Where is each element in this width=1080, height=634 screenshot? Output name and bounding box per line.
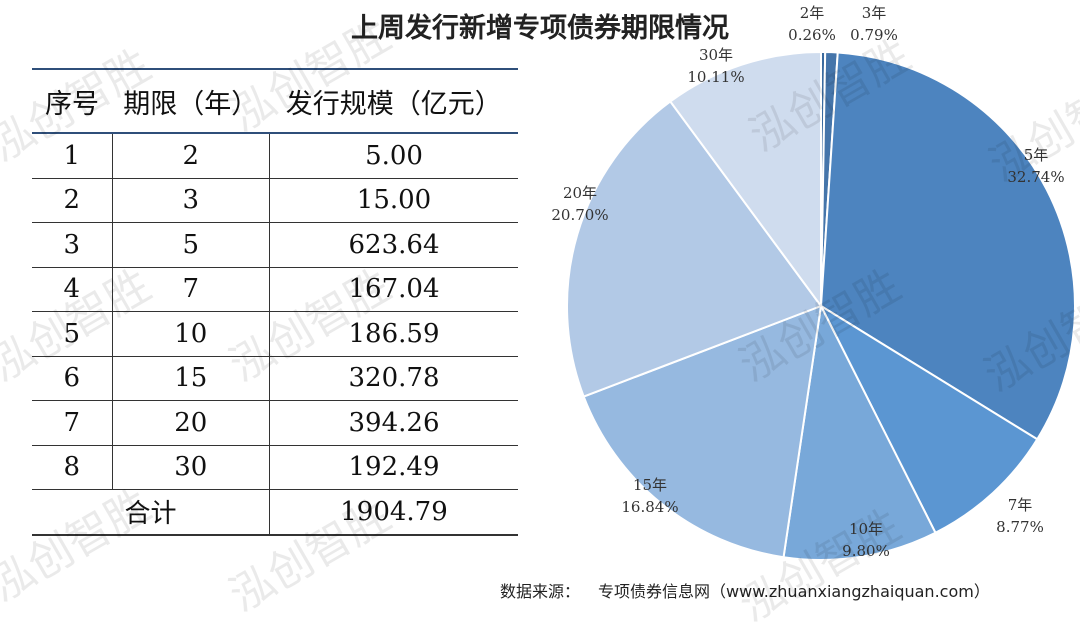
cell-amount: 167.04 xyxy=(269,267,518,312)
slice-percent-label: 20.70% xyxy=(551,206,608,224)
cell-term: 3 xyxy=(111,178,271,223)
cell-amount: 186.59 xyxy=(269,311,518,357)
cell-index: 4 xyxy=(32,267,113,312)
header-term: 期限（年） xyxy=(112,70,270,134)
header-amount: 发行规模（亿元） xyxy=(269,70,518,134)
pie-slice xyxy=(668,50,822,310)
pie-slice xyxy=(565,100,823,398)
cell-index: 5 xyxy=(32,311,113,357)
total-value: 1904.79 xyxy=(269,489,518,536)
pie-slice xyxy=(818,303,1039,535)
slice-percent-label: 16.84% xyxy=(621,498,678,516)
total-label: 合计 xyxy=(32,489,271,536)
source-text: 专项债券信息网（www.zhuanxiangzhaiquan.com） xyxy=(598,582,990,601)
slice-label: 30年 xyxy=(699,46,733,64)
slice-percent-label: 0.26% xyxy=(788,26,836,44)
table-row: 3 5 623.64 xyxy=(32,222,518,268)
term-pie-chart: 2年 0.26% 3年 0.79% 5年 32.74% 7年 8.77% 10年 9.80% 15年… xyxy=(551,4,1076,561)
slice-percent-label: 0.79% xyxy=(850,26,898,44)
issuance-table: 序号 期限（年） 发行规模（亿元） 1 2 5.00 2 3 15.00 3 5… xyxy=(32,68,518,536)
table-row: 7 20 394.26 xyxy=(32,400,518,446)
header-index: 序号 xyxy=(32,70,113,134)
cell-index: 6 xyxy=(32,356,113,401)
page-title: 上周发行新增专项债券期限情况 xyxy=(351,13,729,44)
slice-percent-label: 32.74% xyxy=(1007,168,1064,186)
pie-slice xyxy=(819,51,1076,441)
cell-index: 2 xyxy=(32,178,113,223)
slice-percent-label: 8.77% xyxy=(996,518,1044,536)
cell-term: 15 xyxy=(111,356,271,401)
slice-label: 15年 xyxy=(633,476,667,494)
cell-amount: 394.26 xyxy=(269,400,518,446)
pie-slice xyxy=(782,302,937,561)
cell-index: 1 xyxy=(32,133,113,179)
cell-amount: 192.49 xyxy=(269,445,518,490)
table-header-row: 序号 期限（年） 发行规模（亿元） xyxy=(32,70,518,134)
slice-label: 10年 xyxy=(849,520,883,538)
cell-term: 10 xyxy=(111,311,271,357)
cell-index: 8 xyxy=(32,445,113,490)
cell-amount: 623.64 xyxy=(269,222,518,268)
cell-term: 7 xyxy=(111,267,271,312)
data-source: 数据来源： 专项债券信息网（www.zhuanxiangzhaiquan.com） xyxy=(500,578,990,602)
table-total-row: 合计 1904.79 xyxy=(32,489,518,536)
slice-label: 5年 xyxy=(1024,146,1049,164)
table-row: 6 15 320.78 xyxy=(32,356,518,401)
cell-term: 5 xyxy=(111,222,271,268)
cell-term: 30 xyxy=(111,445,271,490)
table-row: 8 30 192.49 xyxy=(32,445,518,490)
table-row: 2 3 15.00 xyxy=(32,178,518,223)
cell-index: 7 xyxy=(32,400,113,446)
slice-label: 7年 xyxy=(1008,496,1033,514)
cell-amount: 5.00 xyxy=(269,133,518,179)
slice-label: 2年 xyxy=(800,4,825,22)
cell-index: 3 xyxy=(32,222,113,268)
cell-amount: 15.00 xyxy=(269,178,518,223)
cell-amount: 320.78 xyxy=(269,356,518,401)
table-row: 5 10 186.59 xyxy=(32,311,518,357)
slice-label: 3年 xyxy=(862,4,887,22)
cell-term: 20 xyxy=(111,400,271,446)
table-row: 1 2 5.00 xyxy=(32,133,518,179)
cell-term: 2 xyxy=(111,133,271,179)
table-row: 4 7 167.04 xyxy=(32,267,518,312)
slice-percent-label: 9.80% xyxy=(842,542,890,560)
slice-label: 20年 xyxy=(563,184,597,202)
slice-percent-label: 10.11% xyxy=(687,68,744,86)
source-label: 数据来源： xyxy=(500,582,581,601)
pie-slice xyxy=(582,304,823,559)
